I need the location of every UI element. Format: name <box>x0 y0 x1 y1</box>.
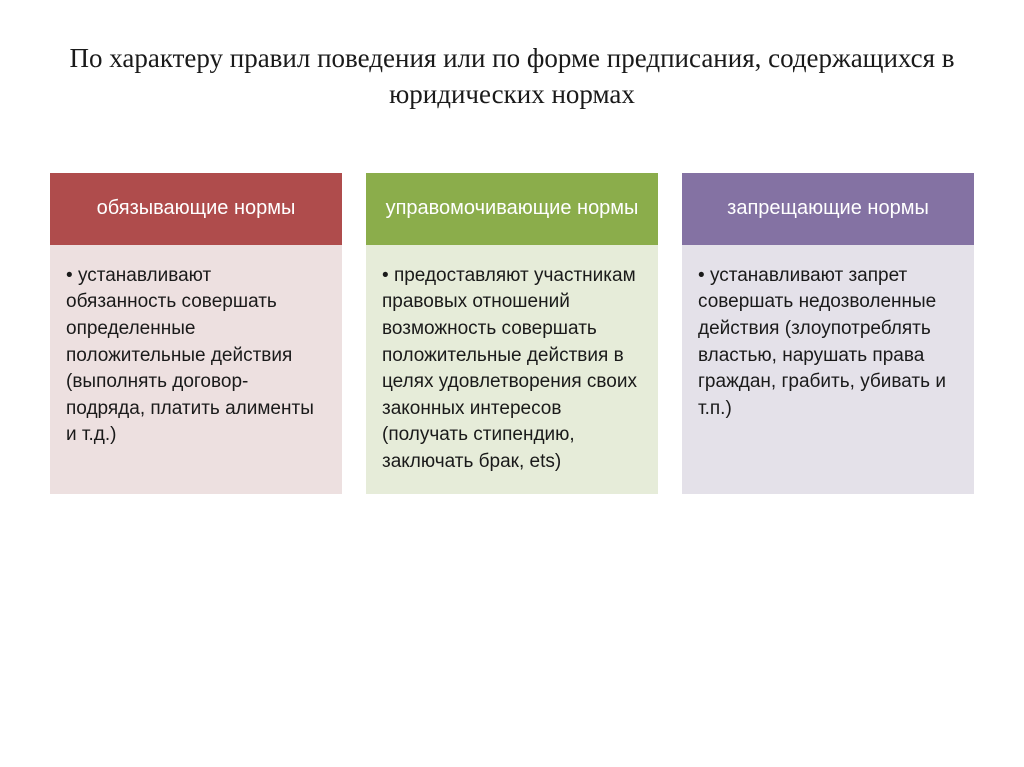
card-header-authorizing: управомочивающие нормы <box>366 173 658 245</box>
card-body-text: предоставляют участникам правовых отноше… <box>382 263 642 476</box>
card-body-authorizing: предоставляют участникам правовых отноше… <box>366 245 658 494</box>
card-header-obligating: обязывающие нормы <box>50 173 342 245</box>
card-body-obligating: устанавливают обязанность совершать опре… <box>50 245 342 494</box>
card-header-prohibiting: запрещающие нормы <box>682 173 974 245</box>
card-obligating: обязывающие нормы устанавливают обязанно… <box>50 173 342 494</box>
page-title: По характеру правил поведения или по фор… <box>50 40 974 113</box>
card-prohibiting: запрещающие нормы устанавливают запрет с… <box>682 173 974 494</box>
card-authorizing: управомочивающие нормы предоставляют уча… <box>366 173 658 494</box>
card-body-prohibiting: устанавливают запрет совершать недозволе… <box>682 245 974 494</box>
columns-container: обязывающие нормы устанавливают обязанно… <box>50 173 974 494</box>
card-body-text: устанавливают обязанность совершать опре… <box>66 263 326 449</box>
card-body-text: устанавливают запрет совершать недозволе… <box>698 263 958 423</box>
